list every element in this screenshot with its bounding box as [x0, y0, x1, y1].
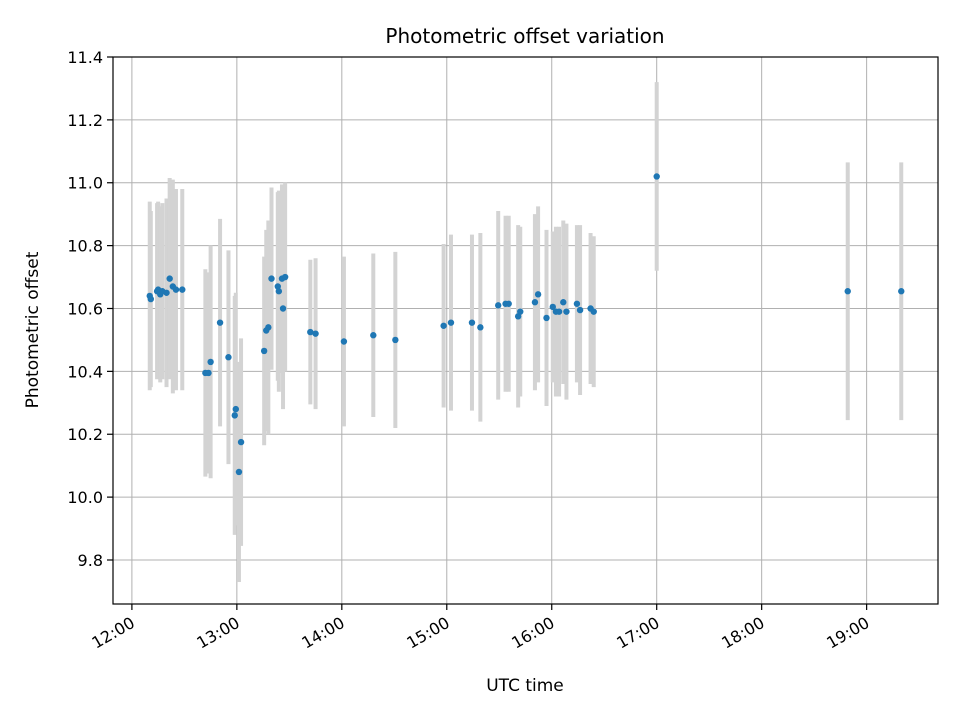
data-points: [146, 173, 905, 476]
y-tick-label: 10.2: [67, 425, 103, 444]
y-tick-label: 11.2: [67, 111, 103, 130]
data-point: [440, 322, 447, 329]
data-point: [281, 273, 289, 281]
data-point: [207, 358, 214, 366]
data-point: [576, 306, 584, 314]
data-point: [231, 412, 238, 419]
y-axis-ticks: 9.8 10.0 10.2 10.4 10.6 10.8 11.0 11.2 11.4: [67, 48, 113, 570]
data-point: [534, 291, 542, 298]
data-point: [447, 319, 455, 326]
data-point: [163, 289, 170, 296]
data-point: [531, 299, 539, 306]
data-point: [268, 275, 275, 282]
data-point: [573, 300, 581, 307]
grid-lines: [113, 56, 938, 604]
data-point: [275, 288, 283, 295]
data-point: [549, 303, 556, 311]
data-point: [477, 324, 484, 331]
data-point: [265, 324, 272, 331]
y-tick-label: 10.6: [67, 299, 103, 318]
data-point: [517, 308, 524, 315]
data-point: [898, 288, 905, 295]
data-point: [225, 354, 232, 361]
data-point: [235, 468, 243, 476]
data-point: [179, 286, 186, 293]
y-axis-label: Photometric offset: [23, 251, 43, 408]
data-point: [563, 308, 570, 315]
y-tick-label: 10.8: [67, 237, 103, 256]
data-point: [205, 369, 212, 377]
data-point: [370, 332, 377, 339]
data-point: [505, 300, 512, 307]
data-point: [147, 295, 154, 303]
data-point: [468, 319, 476, 326]
data-point: [495, 302, 502, 309]
x-axis-label: UTC time: [486, 676, 564, 696]
data-point: [560, 299, 567, 306]
data-point: [590, 308, 597, 315]
data-point: [312, 330, 319, 337]
data-point: [232, 405, 240, 413]
data-point: [216, 319, 224, 326]
y-tick-label: 9.8: [78, 551, 103, 570]
data-point: [555, 308, 563, 315]
data-point: [237, 438, 245, 446]
data-point: [340, 338, 348, 345]
data-point: [166, 275, 173, 282]
y-tick-label: 11.4: [67, 48, 103, 67]
data-point: [172, 286, 180, 293]
y-tick-label: 10.0: [67, 488, 103, 507]
data-point: [392, 336, 399, 344]
data-point: [543, 314, 550, 322]
data-point: [653, 173, 660, 180]
plot-frame: [112, 56, 939, 605]
data-point: [307, 328, 314, 336]
y-tick-label: 10.4: [67, 362, 103, 381]
data-point: [279, 305, 287, 312]
y-tick-label: 11.0: [67, 174, 103, 193]
chart-title: Photometric offset variation: [385, 24, 664, 48]
data-point: [844, 288, 851, 295]
data-point: [260, 347, 268, 355]
